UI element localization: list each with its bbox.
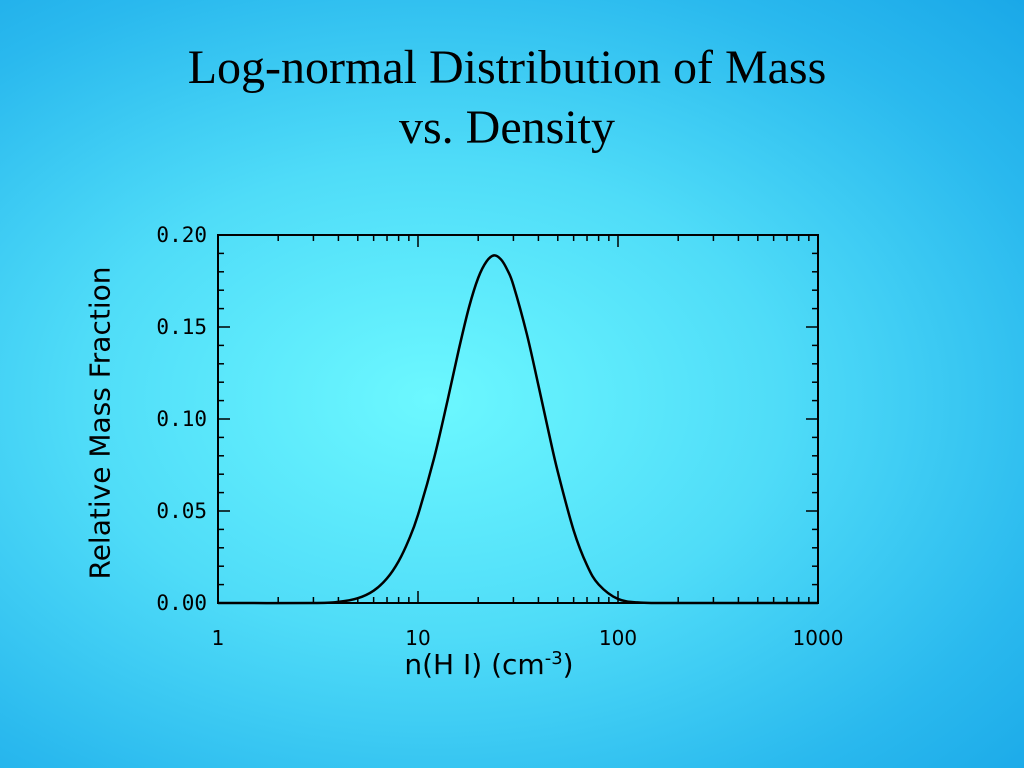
plot-frame (217, 234, 819, 604)
x-tick-label: 1 (212, 626, 225, 650)
slide-title: Log-normal Distribution of Mass vs. Dens… (0, 38, 1014, 158)
y-tick-label: 0.00 (156, 591, 207, 615)
x-tick-label: 10 (405, 626, 430, 650)
x-axis-label: n(H I) (cm-3) (0, 648, 978, 681)
y-axis-label-text: Relative Mass Fraction (83, 266, 117, 580)
x-tick-label: 1000 (793, 626, 844, 650)
x-axis-label-unit-exponent: -3 (544, 648, 563, 669)
slide-title-line-1: Log-normal Distribution of Mass (187, 41, 827, 94)
y-tick-label: 0.20 (156, 223, 207, 247)
x-axis-label-tail: ) (562, 648, 574, 681)
y-tick-label: 0.05 (156, 499, 207, 523)
y-tick-label: 0.10 (156, 407, 207, 431)
y-tick-label: 0.15 (156, 315, 207, 339)
x-axis-label-base: n(H I) (cm (404, 648, 545, 681)
slide-title-line-2: vs. Density (399, 101, 615, 154)
series-line-0 (217, 254, 819, 605)
x-tick-label: 100 (599, 626, 637, 650)
